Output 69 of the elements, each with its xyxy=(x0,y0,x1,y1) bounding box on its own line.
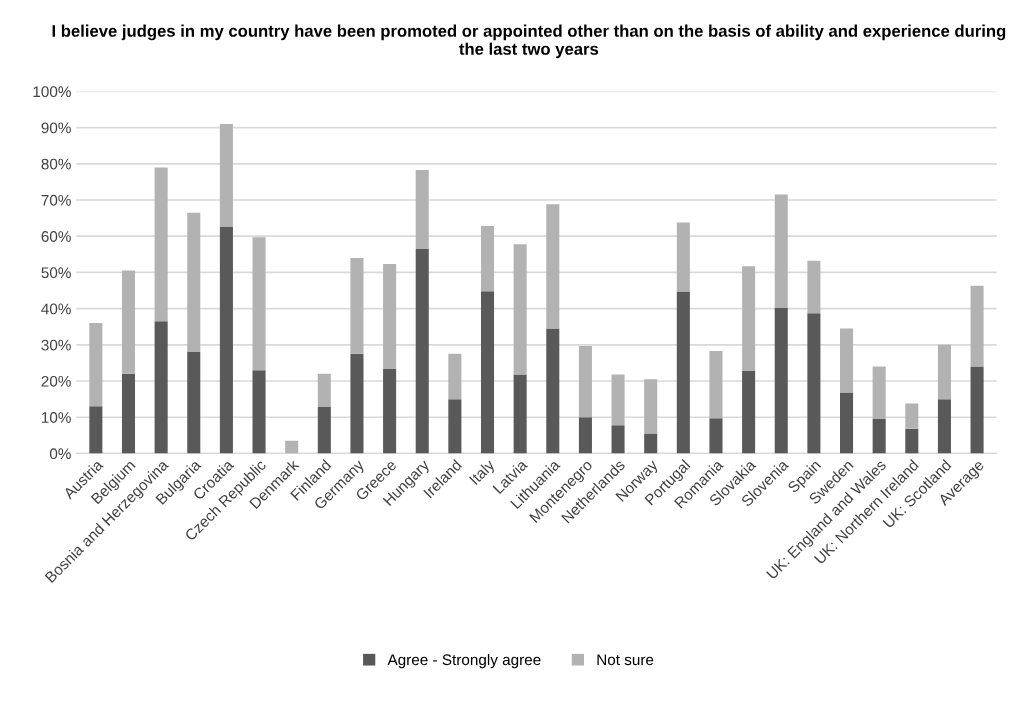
bar xyxy=(415,169,429,249)
bar xyxy=(89,406,103,454)
bar xyxy=(840,392,854,454)
bar xyxy=(709,418,723,454)
bar xyxy=(611,374,625,426)
bar xyxy=(89,323,103,407)
chart-title: I believe judges in my country have been promoted or appointed other than on the basis of ability and experience during the last two years xyxy=(52,24,1006,59)
bar xyxy=(480,226,495,292)
bar xyxy=(644,379,658,434)
bar xyxy=(350,353,364,454)
bar xyxy=(611,425,625,454)
bar xyxy=(807,260,821,314)
bar xyxy=(252,237,266,371)
bar xyxy=(187,212,201,353)
y-tick-label: 30% xyxy=(41,339,71,351)
bar xyxy=(285,440,299,454)
y-tick-label: 0% xyxy=(49,448,71,460)
y-tick-label: 60% xyxy=(41,231,71,242)
legend-label: Not sure xyxy=(597,654,654,666)
y-tick-label: 10% xyxy=(42,412,71,423)
bar xyxy=(317,407,331,454)
bar xyxy=(513,244,527,375)
bar xyxy=(905,428,919,454)
bar xyxy=(350,257,364,354)
bar xyxy=(546,204,560,329)
bar xyxy=(121,270,136,374)
bar xyxy=(970,285,984,367)
bar xyxy=(383,264,397,370)
bar xyxy=(774,194,788,308)
y-tick-label: 70% xyxy=(41,194,71,206)
bar xyxy=(709,350,723,419)
y-tick-label: 40% xyxy=(41,303,71,315)
y-tick-label: 20% xyxy=(41,375,71,387)
bar xyxy=(154,321,168,454)
bar xyxy=(840,328,854,393)
y-tick-label: 90% xyxy=(41,122,71,134)
bar xyxy=(252,370,266,454)
bar xyxy=(480,291,495,454)
y-tick-label: 50% xyxy=(41,267,71,279)
y-tick-label: 80% xyxy=(41,158,71,170)
y-tick-label: 100% xyxy=(33,86,71,98)
legend-label: Agree - Strongly agree xyxy=(387,653,541,669)
bar xyxy=(905,403,919,429)
bar xyxy=(937,399,951,454)
bar xyxy=(937,344,951,400)
bar xyxy=(578,345,592,418)
bar xyxy=(121,373,136,454)
bar xyxy=(219,123,233,227)
bar xyxy=(970,366,984,454)
bar xyxy=(546,328,560,454)
bar xyxy=(676,291,690,454)
bar xyxy=(317,373,331,408)
bar xyxy=(807,313,821,454)
bar xyxy=(154,167,168,322)
bar xyxy=(676,222,690,292)
bar xyxy=(872,366,886,420)
bar xyxy=(513,374,527,454)
bar xyxy=(742,266,756,371)
bar xyxy=(415,248,429,454)
bar xyxy=(774,307,788,454)
bar xyxy=(448,399,462,454)
bar xyxy=(742,370,756,454)
bar xyxy=(578,417,592,454)
bar xyxy=(383,369,397,454)
bar xyxy=(187,352,201,454)
bar xyxy=(219,226,233,454)
bar xyxy=(448,353,462,400)
bar xyxy=(644,433,658,454)
bar xyxy=(872,419,886,454)
